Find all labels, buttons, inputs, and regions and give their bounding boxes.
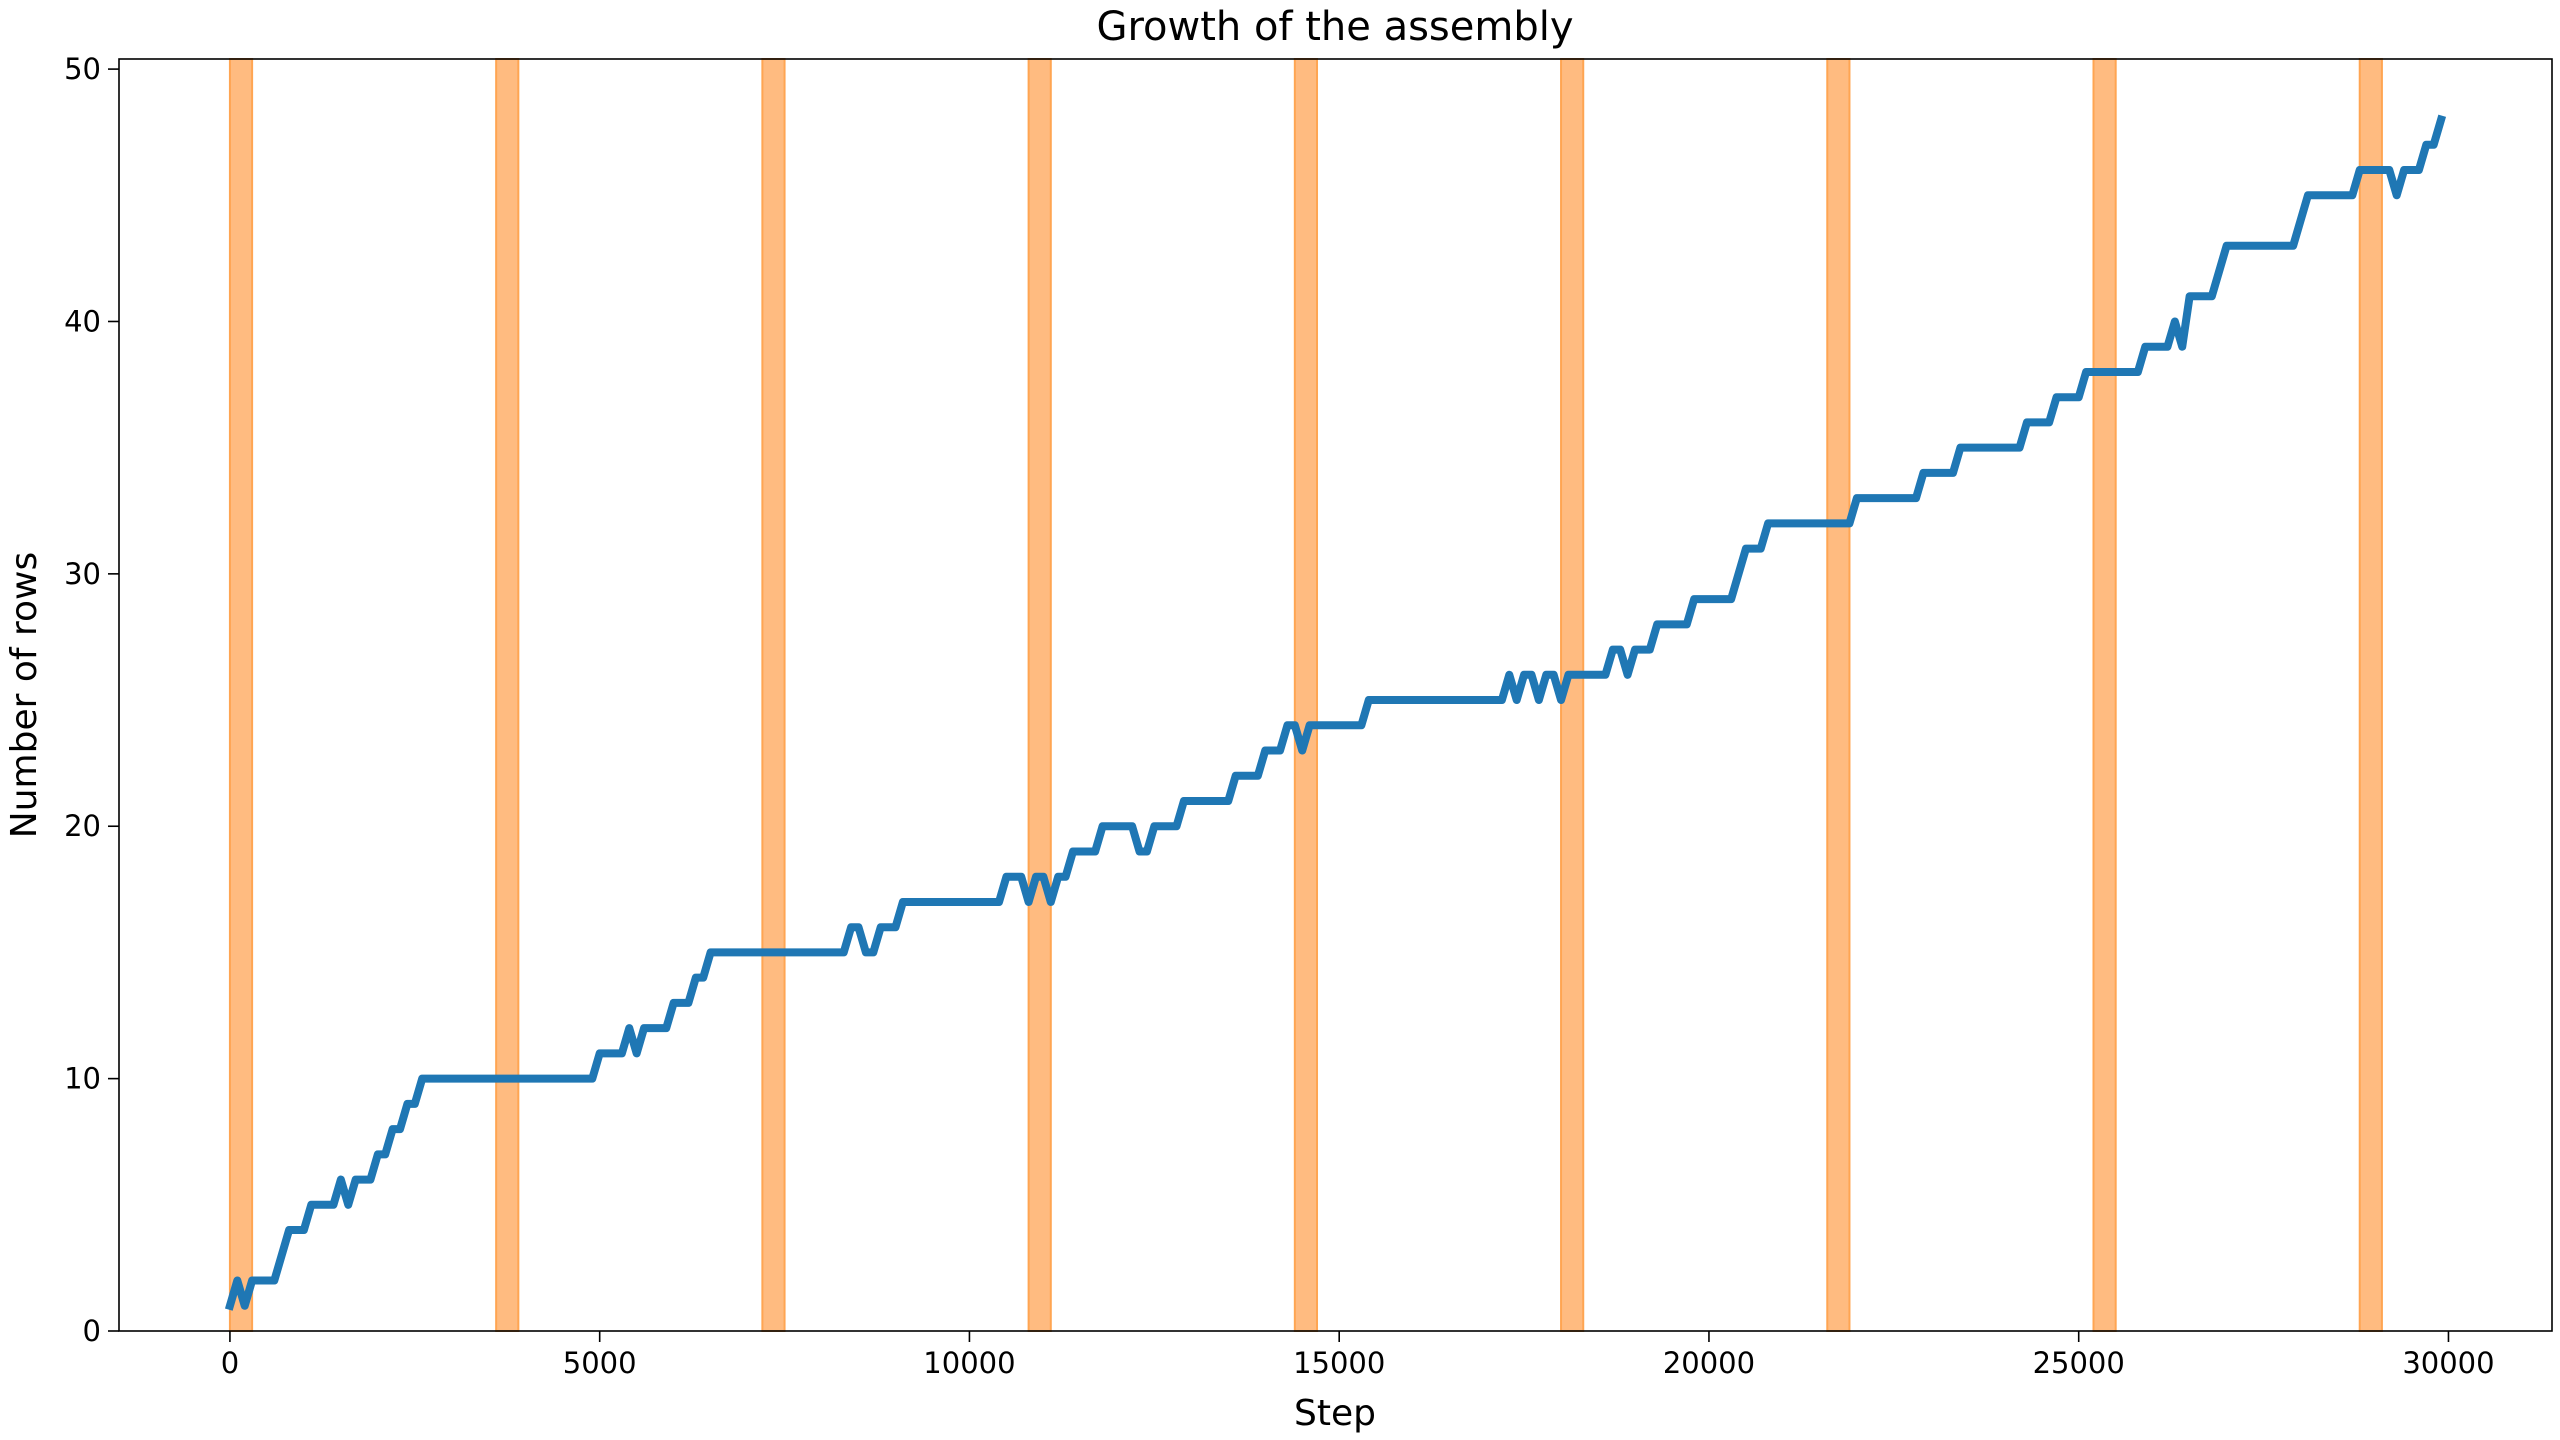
x-tick-label: 0 bbox=[221, 1346, 239, 1380]
data-line bbox=[224, 114, 2447, 1311]
y-tick-label: 40 bbox=[64, 304, 101, 338]
y-axis-label: Number of rows bbox=[4, 552, 45, 838]
y-tick-label: 50 bbox=[64, 52, 101, 86]
highlight-span bbox=[228, 58, 254, 1332]
y-tick-label: 20 bbox=[64, 809, 101, 843]
highlight-span bbox=[495, 58, 520, 1332]
y-tick-label: 30 bbox=[64, 557, 101, 591]
x-tick-label: 25000 bbox=[2033, 1346, 2125, 1380]
x-tick-label: 30000 bbox=[2402, 1346, 2494, 1380]
highlight-span bbox=[1027, 58, 1052, 1332]
plot-frame bbox=[118, 58, 2553, 1332]
highlight-span bbox=[1293, 58, 1319, 1332]
chart-title: Growth of the assembly bbox=[1096, 4, 1573, 50]
x-tick-label: 20000 bbox=[1663, 1346, 1755, 1380]
x-tick-label: 15000 bbox=[1293, 1346, 1385, 1380]
y-tick-label: 0 bbox=[83, 1314, 101, 1348]
x-tick-label: 5000 bbox=[563, 1346, 637, 1380]
highlight-span bbox=[2358, 58, 2383, 1332]
highlight-span bbox=[2092, 58, 2117, 1332]
y-tick-label: 10 bbox=[64, 1062, 101, 1096]
x-tick-label: 10000 bbox=[923, 1346, 1015, 1380]
x-axis-label: Step bbox=[1294, 1393, 1376, 1434]
highlight-span bbox=[1826, 58, 1851, 1332]
highlight-span bbox=[761, 58, 786, 1332]
